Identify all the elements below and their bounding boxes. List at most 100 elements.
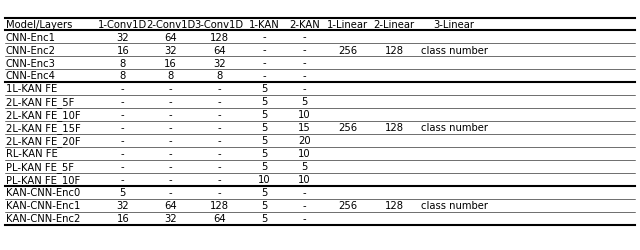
Text: 128: 128 bbox=[385, 46, 404, 56]
Text: 5: 5 bbox=[261, 136, 268, 146]
Text: 8: 8 bbox=[216, 72, 223, 82]
Text: -: - bbox=[262, 46, 266, 56]
Text: 32: 32 bbox=[116, 32, 129, 42]
Text: class number: class number bbox=[420, 124, 488, 134]
Text: -: - bbox=[218, 175, 221, 185]
Text: -: - bbox=[121, 110, 125, 120]
Text: 256: 256 bbox=[338, 201, 357, 211]
Text: -: - bbox=[218, 149, 221, 159]
Text: 10: 10 bbox=[298, 110, 310, 120]
Text: -: - bbox=[218, 98, 221, 108]
Text: 128: 128 bbox=[210, 32, 229, 42]
Text: -: - bbox=[262, 32, 266, 42]
Text: 64: 64 bbox=[213, 46, 226, 56]
Text: 5: 5 bbox=[261, 214, 268, 224]
Text: 128: 128 bbox=[385, 124, 404, 134]
Text: 64: 64 bbox=[164, 201, 177, 211]
Text: 5: 5 bbox=[261, 124, 268, 134]
Text: 8: 8 bbox=[168, 72, 173, 82]
Text: 20: 20 bbox=[298, 136, 310, 146]
Text: -: - bbox=[169, 110, 172, 120]
Text: 1-Conv1D: 1-Conv1D bbox=[98, 20, 147, 30]
Text: 3-Linear: 3-Linear bbox=[434, 20, 475, 30]
Text: -: - bbox=[121, 84, 125, 94]
Text: -: - bbox=[169, 136, 172, 146]
Text: -: - bbox=[169, 98, 172, 108]
Text: 1-Linear: 1-Linear bbox=[327, 20, 368, 30]
Text: 8: 8 bbox=[120, 72, 126, 82]
Text: 2-KAN: 2-KAN bbox=[289, 20, 320, 30]
Text: 5: 5 bbox=[261, 201, 268, 211]
Text: -: - bbox=[303, 84, 306, 94]
Text: 1L-KAN FE: 1L-KAN FE bbox=[6, 84, 57, 94]
Text: -: - bbox=[303, 214, 306, 224]
Text: -: - bbox=[262, 58, 266, 68]
Text: 2-Linear: 2-Linear bbox=[374, 20, 415, 30]
Text: 8: 8 bbox=[120, 58, 126, 68]
Text: 256: 256 bbox=[338, 46, 357, 56]
Text: -: - bbox=[218, 84, 221, 94]
Text: -: - bbox=[169, 188, 172, 198]
Text: 15: 15 bbox=[298, 124, 311, 134]
Text: 10: 10 bbox=[298, 149, 310, 159]
Text: 2L-KAN FE_5F: 2L-KAN FE_5F bbox=[6, 97, 74, 108]
Text: -: - bbox=[121, 98, 125, 108]
Text: -: - bbox=[218, 110, 221, 120]
Text: 5: 5 bbox=[261, 84, 268, 94]
Text: -: - bbox=[303, 201, 306, 211]
Text: -: - bbox=[218, 124, 221, 134]
Text: -: - bbox=[121, 149, 125, 159]
Text: KAN-CNN-Enc1: KAN-CNN-Enc1 bbox=[6, 201, 80, 211]
Text: -: - bbox=[218, 188, 221, 198]
Text: 5: 5 bbox=[301, 162, 308, 172]
Text: 5: 5 bbox=[261, 110, 268, 120]
Text: -: - bbox=[169, 84, 172, 94]
Text: KAN-CNN-Enc2: KAN-CNN-Enc2 bbox=[6, 214, 80, 224]
Text: CNN-Enc4: CNN-Enc4 bbox=[6, 72, 56, 82]
Text: CNN-Enc1: CNN-Enc1 bbox=[6, 32, 56, 42]
Text: 128: 128 bbox=[210, 201, 229, 211]
Text: -: - bbox=[121, 162, 125, 172]
Text: class number: class number bbox=[420, 201, 488, 211]
Text: PL-KAN FE_10F: PL-KAN FE_10F bbox=[6, 175, 80, 186]
Text: 5: 5 bbox=[120, 188, 126, 198]
Text: 5: 5 bbox=[261, 149, 268, 159]
Text: 1-KAN: 1-KAN bbox=[249, 20, 280, 30]
Text: -: - bbox=[218, 136, 221, 146]
Text: -: - bbox=[303, 46, 306, 56]
Text: 3-Conv1D: 3-Conv1D bbox=[195, 20, 244, 30]
Text: 64: 64 bbox=[164, 32, 177, 42]
Text: 5: 5 bbox=[261, 162, 268, 172]
Text: 32: 32 bbox=[164, 46, 177, 56]
Text: -: - bbox=[303, 32, 306, 42]
Text: -: - bbox=[169, 149, 172, 159]
Text: RL-KAN FE: RL-KAN FE bbox=[6, 149, 58, 159]
Text: -: - bbox=[169, 124, 172, 134]
Text: -: - bbox=[169, 175, 172, 185]
Text: -: - bbox=[121, 124, 125, 134]
Text: 2L-KAN FE_20F: 2L-KAN FE_20F bbox=[6, 136, 81, 147]
Text: 5: 5 bbox=[301, 98, 308, 108]
Text: CNN-Enc3: CNN-Enc3 bbox=[6, 58, 56, 68]
Text: -: - bbox=[303, 58, 306, 68]
Text: -: - bbox=[303, 72, 306, 82]
Text: 32: 32 bbox=[116, 201, 129, 211]
Text: 16: 16 bbox=[116, 214, 129, 224]
Text: -: - bbox=[169, 162, 172, 172]
Text: class number: class number bbox=[420, 46, 488, 56]
Text: 2-Conv1D: 2-Conv1D bbox=[146, 20, 195, 30]
Text: -: - bbox=[262, 72, 266, 82]
Text: 256: 256 bbox=[338, 124, 357, 134]
Text: 128: 128 bbox=[385, 201, 404, 211]
Text: 32: 32 bbox=[164, 214, 177, 224]
Text: -: - bbox=[303, 188, 306, 198]
Text: -: - bbox=[121, 136, 125, 146]
Text: 2L-KAN FE_10F: 2L-KAN FE_10F bbox=[6, 110, 81, 121]
Text: 16: 16 bbox=[116, 46, 129, 56]
Text: PL-KAN FE_5F: PL-KAN FE_5F bbox=[6, 162, 74, 173]
Text: -: - bbox=[218, 162, 221, 172]
Text: KAN-CNN-Enc0: KAN-CNN-Enc0 bbox=[6, 188, 80, 198]
Text: 32: 32 bbox=[213, 58, 226, 68]
Text: 5: 5 bbox=[261, 188, 268, 198]
Text: 10: 10 bbox=[258, 175, 271, 185]
